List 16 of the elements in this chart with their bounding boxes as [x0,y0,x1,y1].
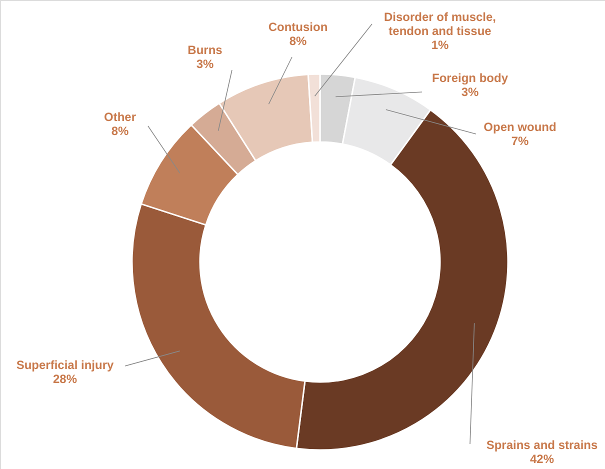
slice-label: Open wound [484,120,556,134]
slice-label: Superficial injury [16,358,114,372]
data-label: 42% [530,452,554,466]
slice-label: Burns [188,43,223,57]
slice-label: Other [104,110,136,124]
data-label: 1% [431,38,449,52]
slice-label: Sprains and strains [486,438,598,452]
slice-label: Contusion [268,20,328,34]
data-label: 8% [111,124,129,138]
data-label: 8% [289,34,307,48]
data-label: 7% [511,134,529,148]
data-label: 3% [461,85,479,99]
data-label: 28% [52,372,78,386]
slice-label: Disorder of muscle, tendon and tissue [384,10,496,38]
slice-label: Foreign body [432,71,508,85]
data-label: 3% [196,57,214,71]
